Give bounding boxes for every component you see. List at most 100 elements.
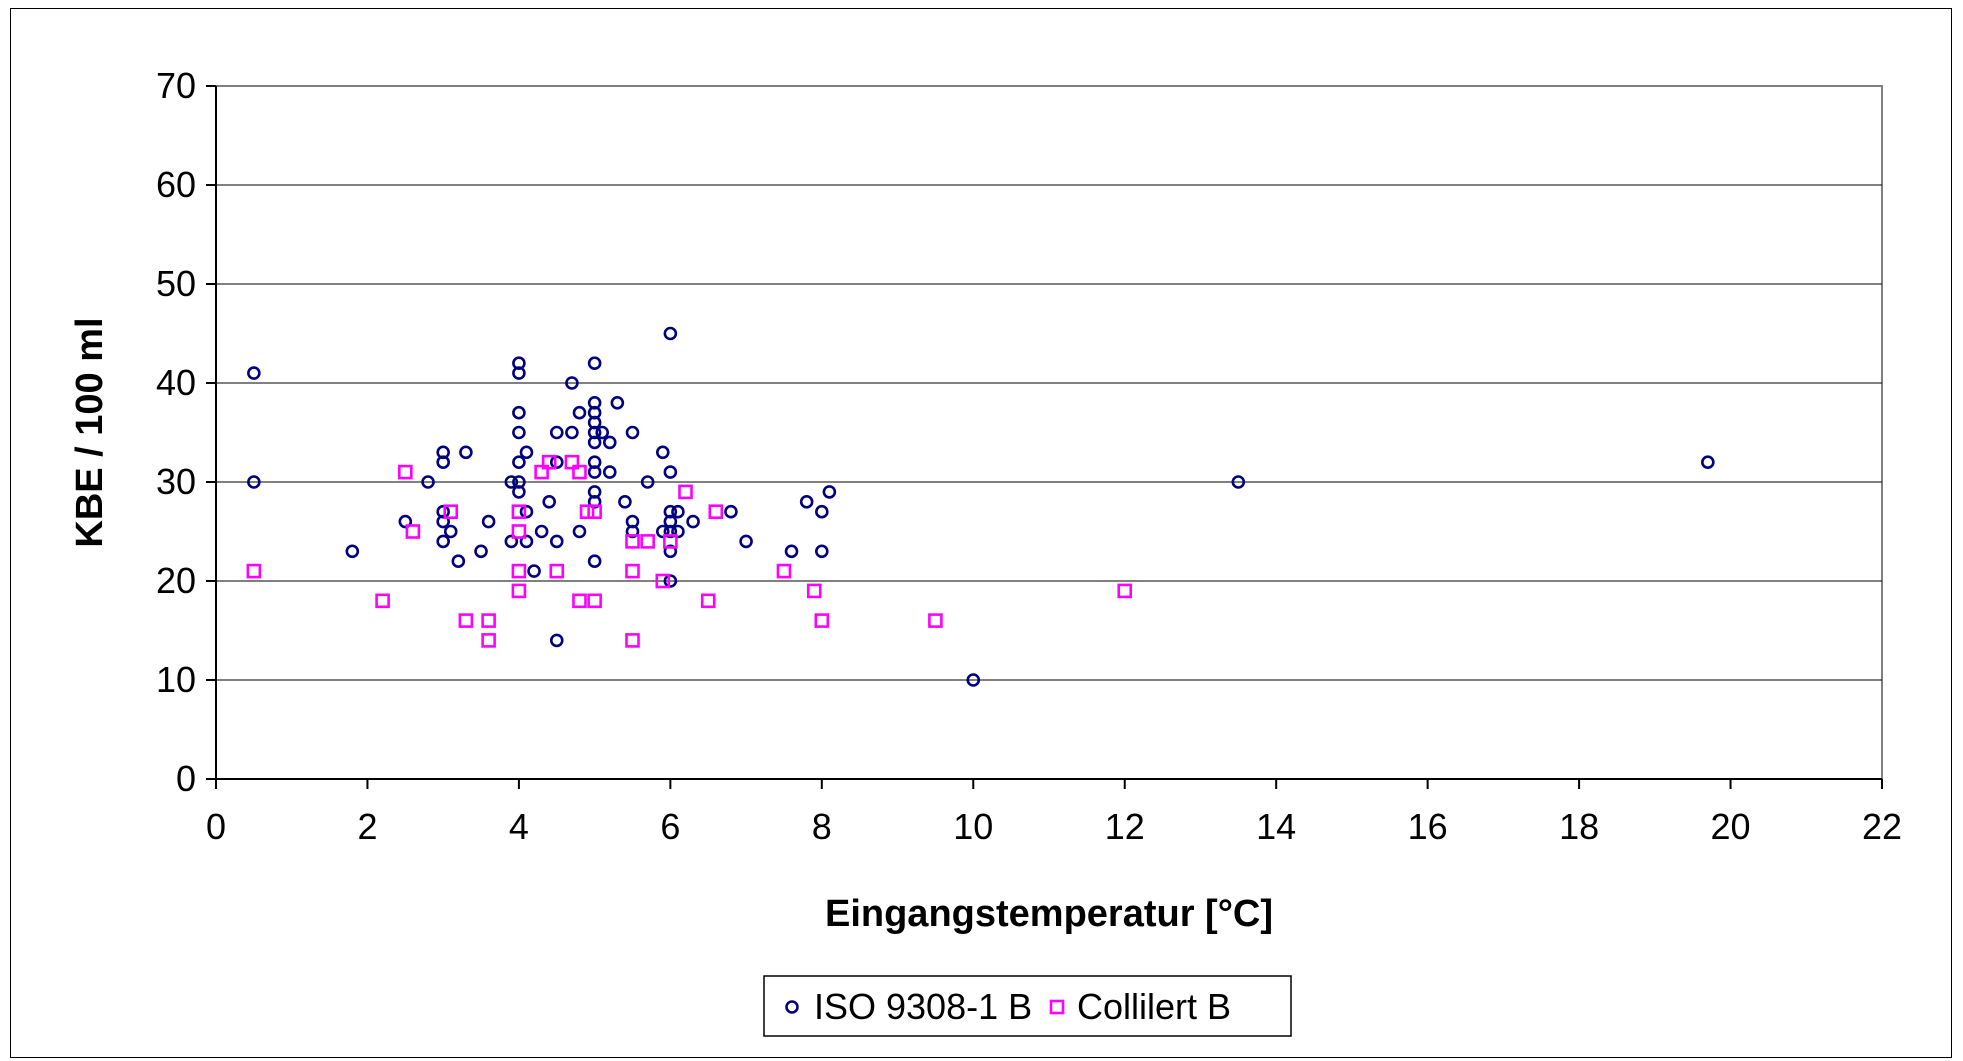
data-point-collilert [549,563,565,579]
x-tick-label: 10 [953,806,993,847]
data-point-iso [549,425,564,440]
data-point-iso [739,534,753,549]
data-point-iso [618,494,632,509]
data-point-collilert [572,464,587,480]
data-point-iso [625,524,640,539]
data-point-collilert [625,563,640,579]
data-point-iso [671,524,685,539]
data-point-iso [534,524,549,539]
data-point-iso [671,504,685,519]
legend-marker-collilert [1049,999,1065,1015]
data-point-iso [247,475,261,489]
data-point-collilert [1117,583,1133,599]
data-point-collilert [511,504,527,520]
data-point-collilert [458,613,474,628]
data-point-iso [663,524,678,539]
data-point-iso [459,445,473,460]
data-point-iso [724,504,738,519]
data-point-iso [663,465,678,479]
data-point-iso [436,514,450,529]
x-tick-label: 0 [206,806,226,847]
data-point-collilert [481,633,496,648]
data-point-collilert [625,633,640,648]
data-point-iso [345,544,360,559]
data-point-iso [822,485,837,499]
data-point-iso [504,475,519,489]
y-tick-label: 60 [156,164,196,205]
y-axis-title: KBE / 100 ml [69,317,111,547]
data-point-iso [519,534,534,549]
data-point-iso [784,544,799,559]
data-point-iso [519,504,534,519]
data-point-collilert [814,613,830,628]
x-tick-label: 18 [1559,806,1599,847]
data-point-iso [663,326,678,341]
data-point-collilert [928,613,943,628]
data-point-iso [512,366,526,380]
data-point-collilert [511,524,527,539]
data-point-iso [610,395,625,410]
data-point-iso [474,544,488,559]
data-point-iso [587,435,602,450]
data-point-iso [398,514,413,529]
legend-box [763,975,1292,1037]
data-point-collilert [481,613,496,628]
data-point-collilert [511,563,527,579]
data-point-collilert [398,464,413,480]
data-point-iso [436,534,450,549]
data-point-collilert [587,504,602,520]
data-point-collilert [708,504,724,520]
data-point-iso [481,514,496,529]
y-tick-label: 10 [156,659,196,700]
data-point-iso [549,633,564,648]
x-tick-label: 14 [1256,806,1296,847]
data-point-collilert [640,534,655,549]
data-point-collilert [375,593,390,609]
data-point-iso [966,673,981,687]
data-point-iso [565,425,579,440]
legend-label-iso: ISO 9308-1 B [814,986,1032,1027]
data-point-iso [799,494,814,509]
data-point-collilert [572,593,587,609]
data-point-collilert [564,454,580,470]
data-point-iso [247,366,261,380]
y-tick-label: 70 [156,65,196,106]
data-point-iso [572,524,587,539]
data-point-iso [572,405,587,420]
data-point-collilert [776,563,792,579]
x-tick-label: 6 [660,806,680,847]
y-tick-label: 0 [176,758,196,799]
data-point-iso [602,435,617,450]
data-point-iso [565,376,579,390]
data-point-iso [512,485,526,499]
x-tick-label: 12 [1105,806,1145,847]
data-point-iso [686,514,700,529]
data-point-iso [640,475,655,489]
data-point-iso [504,534,519,549]
data-point-iso [1701,455,1715,470]
data-point-collilert [587,593,602,609]
data-point-iso [527,564,541,578]
data-point-iso [512,425,526,440]
data-point-iso [1231,475,1246,489]
data-point-iso [549,455,564,470]
y-tick-label: 40 [156,362,196,403]
data-point-collilert [678,484,693,500]
x-tick-label: 8 [812,806,832,847]
data-point-collilert [806,583,822,599]
data-point-iso [655,524,670,539]
data-point-collilert [655,573,671,589]
data-point-collilert [534,464,549,480]
plot-area [215,85,1883,780]
y-tick-label: 30 [156,461,196,502]
legend-label-collilert: Collilert B [1077,986,1231,1027]
data-point-iso [815,544,829,559]
data-point-collilert [443,504,459,520]
data-point-iso [436,455,450,470]
data-point-iso [451,554,466,569]
data-point-collilert [700,593,716,609]
data-point-iso [587,554,602,569]
data-point-iso [587,356,602,371]
data-point-iso [421,475,435,489]
